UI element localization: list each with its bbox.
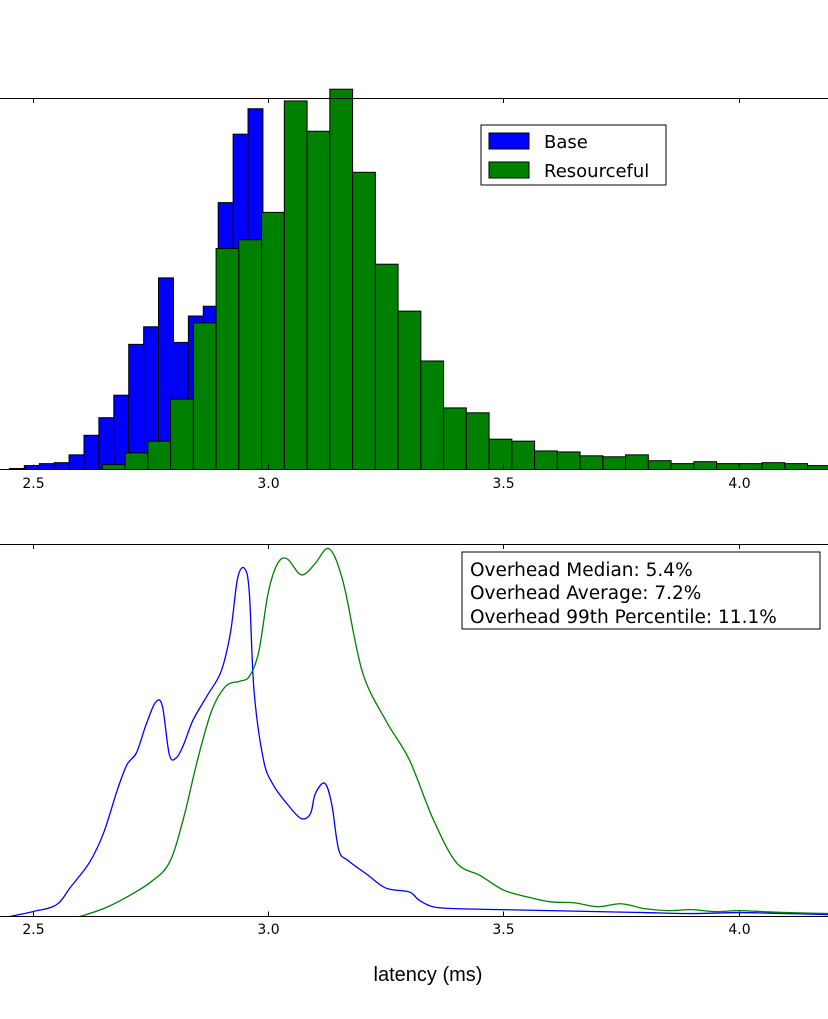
base-bar <box>98 417 115 471</box>
x-tick-label: 4.0 <box>728 476 750 492</box>
base-bar <box>23 465 40 470</box>
legend-label-resourceful: Resourceful <box>544 161 649 182</box>
resourceful-bar <box>329 88 354 470</box>
x-tick-label: 3.0 <box>257 476 279 492</box>
resourceful-bar <box>670 463 695 471</box>
base-bar <box>128 343 145 470</box>
base-bar <box>68 454 85 470</box>
base-bar <box>83 434 100 470</box>
resourceful-bar <box>488 438 513 471</box>
base-bar <box>53 462 70 471</box>
resourceful-bar <box>124 452 149 471</box>
resourceful-bar <box>192 322 217 470</box>
resourceful-bar <box>147 440 172 470</box>
overhead-annotation: Overhead Median: 5.4% Overhead Average: … <box>461 551 821 630</box>
annotation-box <box>461 551 821 630</box>
resourceful-bar <box>465 412 490 470</box>
resourceful-bar <box>579 455 604 470</box>
resourceful-bar <box>397 310 422 470</box>
density-panel: 2.5 3.0 3.5 4.0 Overhead Median: 5.4% Overh… <box>0 544 828 986</box>
resourceful-bar <box>807 465 828 470</box>
resourceful-bar <box>170 398 194 470</box>
resourceful-bar <box>101 464 126 470</box>
resourceful-bar <box>647 460 672 471</box>
x-tick-label: 2.5 <box>22 476 44 492</box>
resourceful-bar <box>443 407 467 471</box>
histogram-panel: 2.5 3.0 3.5 4.0 Base Resourceful <box>0 88 828 492</box>
overhead-median-text: Overhead Median: 5.4% <box>470 560 693 581</box>
base-density-line <box>9 566 828 918</box>
histogram-x-ticks: 2.5 3.0 3.5 4.0 <box>22 98 751 492</box>
resourceful-bar <box>215 248 240 470</box>
resourceful-histogram-bars <box>101 88 828 471</box>
resourceful-bar <box>784 463 809 471</box>
resourceful-bar <box>511 440 536 470</box>
resourceful-bar <box>693 461 718 470</box>
x-tick-label: 3.5 <box>492 922 514 938</box>
x-tick-label: 2.5 <box>22 922 44 938</box>
density-x-ticks: 2.5 3.0 3.5 4.0 <box>22 544 751 938</box>
x-tick-label: 4.0 <box>728 922 750 938</box>
resourceful-bar <box>738 463 763 471</box>
overhead-p99-text: Overhead 99th Percentile: 11.1% <box>470 607 777 628</box>
resourceful-bar <box>534 450 558 470</box>
resourceful-bar <box>283 100 308 471</box>
resourceful-bar <box>238 239 263 470</box>
resourceful-bar <box>261 211 285 470</box>
base-bar <box>38 463 55 471</box>
x-tick-label: 3.5 <box>492 476 514 492</box>
legend-label-base: Base <box>544 132 588 153</box>
resourceful-bar <box>374 263 399 471</box>
resourceful-bar <box>420 360 445 471</box>
resourceful-bar <box>716 463 740 471</box>
resourceful-density-line <box>79 547 828 918</box>
resourceful-bar <box>625 454 649 470</box>
x-tick-label: 3.0 <box>257 922 279 938</box>
resourceful-bar <box>602 456 627 471</box>
legend-swatch-resourceful <box>488 161 530 179</box>
resourceful-bar <box>306 130 331 471</box>
x-axis-label: latency (ms) <box>374 964 483 986</box>
resourceful-bar <box>556 451 581 470</box>
resourceful-bar <box>761 462 786 471</box>
legend-swatch-base <box>488 132 530 150</box>
legend: Base Resourceful <box>480 124 667 186</box>
resourceful-bar <box>352 171 376 471</box>
overhead-average-text: Overhead Average: 7.2% <box>470 583 701 604</box>
